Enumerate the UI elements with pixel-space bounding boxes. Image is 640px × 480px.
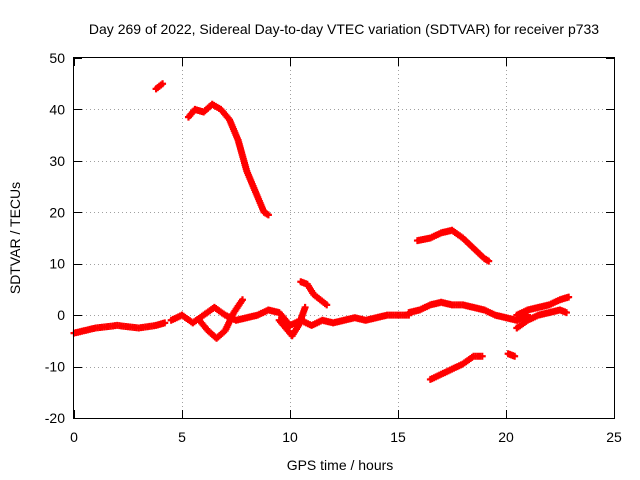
series-arc-m	[513, 306, 570, 332]
y-tick-label: -10	[45, 359, 65, 375]
data-point	[485, 257, 493, 265]
y-tick-label: -20	[45, 410, 65, 426]
series-arc-k	[405, 298, 532, 324]
x-tick-label: 10	[282, 429, 298, 445]
x-tick-label: 5	[178, 429, 186, 445]
data-point	[478, 352, 486, 360]
y-tick-label: 10	[49, 256, 65, 272]
series-arc-b	[184, 100, 272, 219]
grid-lines	[74, 58, 614, 418]
y-tick-label: 40	[49, 101, 65, 117]
y-tick-label: 30	[49, 153, 65, 169]
series-arc-l	[513, 293, 573, 319]
plot-frame	[73, 57, 615, 419]
data-point	[323, 301, 331, 309]
y-tick-label: 0	[57, 307, 65, 323]
series-arc-d	[426, 352, 486, 383]
data-point	[562, 309, 570, 317]
chart-title: Day 269 of 2022, Sidereal Day-to-day VTE…	[89, 21, 599, 37]
series-arc-c	[413, 226, 493, 265]
series-arc-g	[70, 319, 169, 337]
x-tick-label: 15	[390, 429, 406, 445]
data-point	[238, 296, 246, 304]
x-tick-label: 20	[498, 429, 514, 445]
y-tick-label: 50	[49, 50, 65, 66]
data-points	[70, 80, 573, 383]
series-arc-i	[195, 296, 246, 342]
x-tick-label: 25	[606, 429, 622, 445]
series-arc-a	[152, 80, 167, 93]
data-point	[565, 293, 573, 301]
series-arc-j	[275, 303, 309, 340]
series-arc-e	[504, 350, 519, 360]
data-point	[511, 352, 519, 360]
y-axis-label: SDTVAR / TECUs	[7, 182, 23, 294]
x-tick-label: 0	[70, 429, 78, 445]
data-point	[264, 211, 272, 219]
y-tick-label: 20	[49, 204, 65, 220]
data-point	[161, 319, 169, 327]
x-axis-label: GPS time / hours	[287, 457, 394, 473]
data-point	[159, 80, 167, 88]
series-arc-f	[297, 278, 331, 309]
axis-ticks: 0 5 10 15 20 25 -20 -10 0 10 20 30 40 50	[45, 50, 622, 445]
data-point	[301, 303, 309, 311]
